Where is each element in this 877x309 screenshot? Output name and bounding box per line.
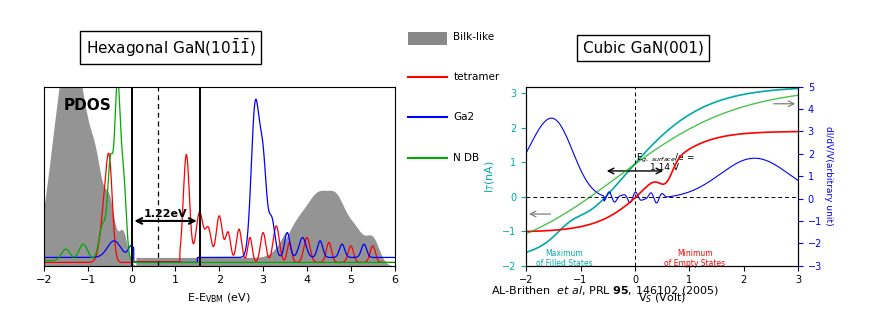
Text: Ga2: Ga2 [453, 112, 474, 122]
Text: Maximum
of Filled States: Maximum of Filled States [536, 248, 593, 268]
Y-axis label: I$_T$(nA): I$_T$(nA) [483, 160, 496, 193]
Text: PDOS: PDOS [63, 98, 111, 113]
X-axis label: V$_S$ (Volt): V$_S$ (Volt) [638, 291, 686, 305]
Text: 1.22eV: 1.22eV [144, 209, 188, 219]
X-axis label: E-E$_\mathrm{VBM}$ (eV): E-E$_\mathrm{VBM}$ (eV) [188, 291, 251, 305]
Text: Cubic GaN(001): Cubic GaN(001) [583, 40, 703, 55]
Text: tetramer: tetramer [453, 72, 500, 82]
Text: AL-Brithen  $et\ al$, PRL $\mathbf{95}$, 146102 (2005): AL-Brithen $et\ al$, PRL $\mathbf{95}$, … [491, 284, 719, 297]
Y-axis label: dI/dV/V(arbitrary unit): dI/dV/V(arbitrary unit) [824, 126, 833, 226]
Text: 1.14 V: 1.14 V [651, 163, 680, 172]
Text: N DB: N DB [453, 153, 480, 163]
Text: E$_{g,\ surface}$/e =: E$_{g,\ surface}$/e = [636, 152, 695, 165]
Text: Hexagonal GaN(10$\bar{1}\bar{1}$): Hexagonal GaN(10$\bar{1}\bar{1}$) [86, 37, 256, 59]
Text: Bilk-like: Bilk-like [453, 32, 495, 42]
Text: Minimum
of Empty States: Minimum of Empty States [664, 248, 725, 268]
